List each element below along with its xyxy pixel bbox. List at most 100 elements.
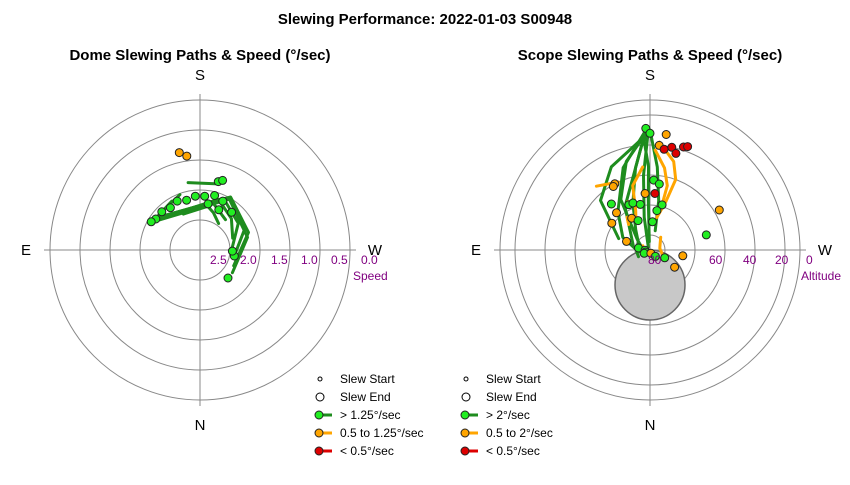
scope-chart-title: Scope Slewing Paths & Speed (°/sec): [518, 47, 782, 64]
scope-slew-point-5: [671, 148, 681, 158]
dome-radial-tick-2: 1.5: [271, 253, 288, 267]
scope-legend-label-2: > 2°/sec: [486, 408, 530, 422]
scope-legend-label-4: < 0.5°/sec: [486, 444, 540, 458]
scope-slew-point-31: [670, 262, 680, 272]
dome-radial-tick-4: 0.5: [331, 253, 348, 267]
dome-slew-point-14: [218, 196, 228, 206]
dome-slew-point-6: [227, 246, 237, 256]
scope-legend-item-3: 0.5 to 2°/sec: [460, 426, 553, 440]
dome-radial-tick-3: 1.0: [301, 253, 318, 267]
dome-slew-point-7: [157, 207, 167, 217]
scope-slew-point-29: [701, 230, 711, 240]
dome-slew-path-6: [156, 197, 249, 275]
dome-compass-right: W: [368, 242, 383, 259]
scope-slew-point-30: [678, 251, 688, 261]
scope-legend-item-2: > 2°/sec: [460, 408, 530, 422]
scope-compass-bottom: N: [645, 417, 656, 434]
scope-legend-label-3: 0.5 to 2°/sec: [486, 426, 553, 440]
scope-radial-tick-4: 0: [806, 253, 813, 267]
scope-slew-point-22: [607, 218, 617, 228]
dome-slew-point-1: [218, 175, 228, 185]
dome-legend-end-marker: [315, 392, 325, 402]
dome-legend-item-4: < 0.5°/sec: [314, 444, 394, 458]
scope-legend-marker-medium: [460, 428, 470, 438]
dome-compass-bottom: N: [195, 417, 206, 434]
dome-legend-item-1: Slew End: [315, 390, 391, 404]
scope-slew-path-8: [631, 165, 645, 222]
dome-slew-path-7: [186, 181, 220, 186]
dome-slew-point-8: [165, 203, 175, 213]
dome-slew-point-19: [227, 207, 237, 217]
dome-slew-point-13: [210, 191, 220, 200]
scope-slew-point-23: [622, 236, 631, 246]
scope-slew-point-1: [645, 128, 655, 138]
dome-radial-axis-label: Speed: [353, 269, 388, 283]
scope-slew-point-19: [657, 200, 667, 210]
figure-title: Slewing Performance: 2022-01-03 S00948: [278, 11, 572, 28]
scope-compass-right: W: [818, 242, 833, 259]
dome-polar-grid: [44, 94, 356, 406]
dome-slew-point-12: [200, 191, 210, 201]
scope-slew-path-9: [653, 148, 669, 204]
scope-slew-point-18: [654, 179, 664, 189]
scope-slew-point-28: [714, 205, 724, 215]
scope-slew-point-37: [683, 142, 693, 152]
scope-slew-point-33: [650, 251, 660, 261]
scope-slew-point-9: [606, 199, 616, 209]
scope-radial-tick-3: 20: [775, 253, 789, 267]
scope-slew-point-14: [633, 216, 643, 226]
dome-legend-label-3: 0.5 to 1.25°/sec: [340, 426, 424, 440]
scope-slew-point-7: [608, 182, 618, 191]
dome-compass-left: E: [21, 242, 31, 259]
dome-chart-title: Dome Slewing Paths & Speed (°/sec): [69, 47, 330, 64]
dome-chart: Dome Slewing Paths & Speed (°/sec) S E W…: [21, 47, 424, 458]
scope-legend-item-1: Slew End: [461, 390, 537, 404]
scope-slew-point-35: [661, 130, 671, 139]
scope-radial-ticks: 80 60 40 20 0: [648, 253, 813, 267]
dome-slew-point-11: [190, 191, 200, 201]
dome-slew-point-10: [182, 195, 192, 205]
scope-legend-item-4: < 0.5°/sec: [460, 444, 540, 458]
dome-slew-point-17: [203, 199, 213, 209]
dome-legend-start-marker: [317, 376, 323, 382]
dome-legend-item-0: Slew Start: [317, 372, 395, 386]
scope-legend-label-0: Slew Start: [486, 372, 541, 386]
scope-legend-marker-slow: [460, 446, 470, 456]
dome-legend-item-2: > 1.25°/sec: [314, 408, 401, 422]
dome-legend-label-1: Slew End: [340, 390, 391, 404]
dome-slew-point-2: [182, 151, 192, 161]
scope-chart: Scope Slewing Paths & Speed (°/sec) S E …: [460, 47, 841, 458]
dome-slew-point-3: [174, 148, 184, 158]
scope-legend-label-1: Slew End: [486, 390, 537, 404]
dome-slew-points: [146, 148, 239, 283]
dome-slew-point-18: [214, 205, 224, 215]
dome-legend-marker-slow: [314, 446, 324, 456]
scope-slew-point-8: [612, 208, 621, 218]
dome-radial-tick-1: 2.0: [240, 253, 257, 267]
dome-slew-point-16: [146, 217, 156, 227]
scope-legend-marker-fast: [460, 410, 470, 420]
dome-legend-label-0: Slew Start: [340, 372, 395, 386]
scope-slew-point-16: [650, 189, 660, 198]
scope-radial-tick-2: 40: [743, 253, 757, 267]
dome-radial-ticks: 2.5 2.0 1.5 1.0 0.5 0.0: [210, 253, 378, 267]
scope-slew-point-15: [640, 189, 650, 198]
dome-legend-marker-medium: [314, 428, 324, 438]
scope-radial-tick-0: 80: [648, 253, 662, 267]
scope-radial-axis-label: Altitude: [801, 269, 841, 283]
scope-slew-points: [606, 123, 724, 272]
dome-legend-item-3: 0.5 to 1.25°/sec: [314, 426, 424, 440]
scope-slew-point-11: [628, 198, 638, 208]
scope-slew-path-11: [658, 235, 664, 257]
scope-slew-point-4: [667, 142, 677, 152]
dome-legend: Slew Start Slew End > 1.25°/sec 0.5 to 1.25…: [314, 372, 424, 458]
scope-legend-start-marker: [463, 376, 469, 382]
scope-compass-left: E: [471, 242, 481, 259]
scope-legend-end-marker: [461, 392, 471, 402]
scope-slew-point-21: [648, 217, 657, 227]
scope-slew-point-3: [659, 144, 669, 154]
dome-legend-label-4: < 0.5°/sec: [340, 444, 394, 458]
scope-slew-point-12: [635, 199, 645, 209]
